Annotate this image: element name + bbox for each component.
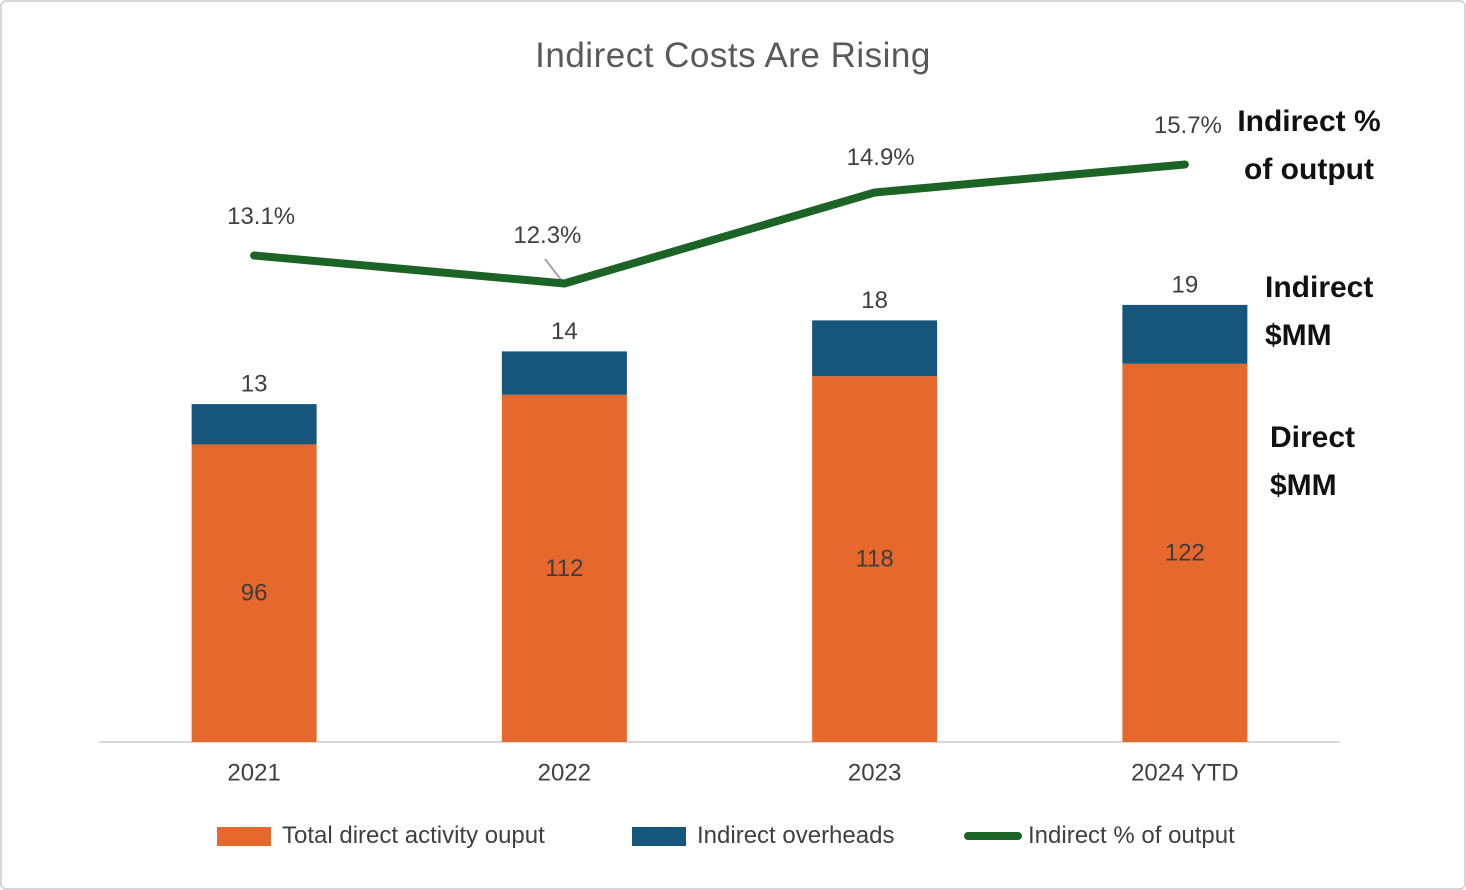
legend-label: Indirect overheads — [697, 822, 895, 849]
x-tick-2022: 2022 — [538, 760, 591, 787]
bar-indirect-2021 — [191, 404, 317, 445]
chart-title: Indirect Costs Are Rising — [535, 36, 931, 75]
legend-label: Total direct activity ouput — [282, 822, 545, 849]
bar-direct-2022 — [501, 394, 627, 742]
label-direct-value-2022: 112 — [545, 555, 583, 582]
annotation-direct-mm: Direct $MM — [1270, 414, 1355, 510]
legend-swatch-direct-bar — [217, 826, 271, 846]
indirect-percent-line — [250, 160, 1189, 288]
label-indirect-value-2021: 13 — [241, 371, 268, 398]
bar-indirect-2023 — [812, 320, 938, 377]
label-indirect-value-2024 YTD: 19 — [1172, 271, 1199, 298]
bar-direct-2021 — [191, 444, 317, 742]
legend-item-indirect: Indirect overheads — [632, 822, 894, 850]
x-tick-2023: 2023 — [848, 760, 901, 787]
legend-swatch-indirect-bar — [632, 826, 686, 846]
annotation-indirect-percent-of-output: Indirect % of output — [1234, 98, 1384, 194]
label-pct-2021: 13.1% — [227, 203, 295, 230]
legend-item-indirect-percent: Indirect % of output — [964, 822, 1235, 850]
annotation-indirect-mm: Indirect $MM — [1265, 264, 1373, 360]
bar-indirect-2022 — [501, 351, 627, 395]
x-tick-2024 YTD: 2024 YTD — [1131, 760, 1239, 787]
label-pct-2022: 12.3% — [513, 222, 581, 249]
leader-line-2022 — [544, 258, 563, 282]
label-pct-2023: 14.9% — [847, 144, 915, 171]
legend-label: Indirect % of output — [1028, 822, 1235, 849]
label-direct-value-2023: 118 — [855, 546, 893, 573]
bar-direct-2024 YTD — [1122, 363, 1248, 742]
annotation-line: Indirect — [1265, 271, 1374, 304]
annotation-line: of output — [1244, 153, 1374, 186]
annotation-line: Direct — [1270, 421, 1356, 454]
legend-item-direct: Total direct activity ouput — [217, 822, 545, 850]
annotation-line: Indirect % — [1237, 105, 1381, 138]
label-pct-2024 YTD: 15.7% — [1154, 112, 1222, 139]
label-indirect-value-2022: 14 — [551, 318, 578, 345]
annotation-line: $MM — [1265, 319, 1332, 352]
x-tick-2021: 2021 — [227, 760, 280, 787]
label-indirect-value-2023: 18 — [861, 287, 888, 314]
label-direct-value-2021: 96 — [241, 580, 268, 607]
annotation-line: $MM — [1270, 469, 1337, 502]
legend-swatch-line — [964, 832, 1022, 840]
bar-indirect-2024 YTD — [1122, 304, 1248, 364]
label-direct-value-2024 YTD: 122 — [1165, 539, 1205, 566]
bar-direct-2023 — [812, 376, 938, 742]
